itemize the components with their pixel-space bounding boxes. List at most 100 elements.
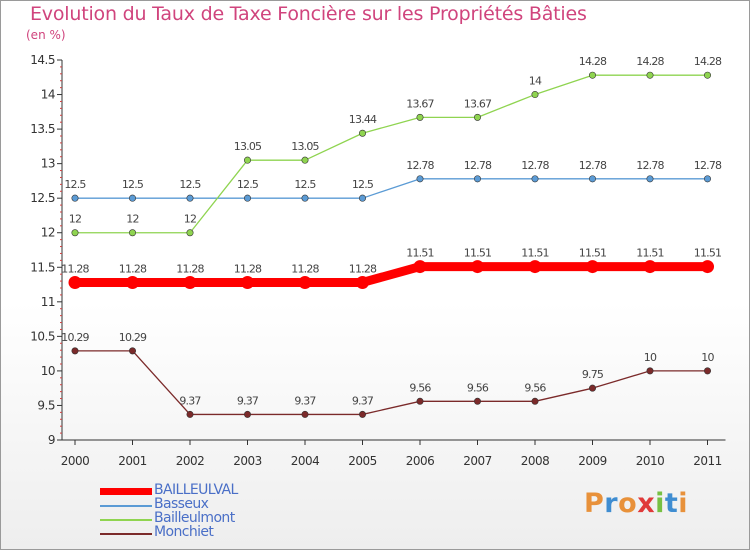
data-point [473,397,481,405]
x-tick-label: 2002 [176,454,205,468]
data-label: 11.28 [349,262,377,275]
data-label: 11.28 [61,262,89,275]
data-label: 12.78 [694,159,722,172]
proxiti-logo: Proxiti [584,488,688,519]
data-label: 13.05 [291,140,319,153]
data-point [531,91,539,99]
x-tick-label: 2011 [693,454,722,468]
legend-swatch [100,488,152,495]
data-point [703,71,711,79]
logo-letter: i [655,488,665,519]
data-label: 9.56 [524,381,546,394]
data-point [646,175,654,183]
data-point [528,260,542,274]
series-line-monchiet [74,350,709,416]
data-point [473,113,481,121]
data-point [301,194,309,202]
data-point [586,260,599,274]
data-point [244,194,252,202]
legend-swatch [100,519,152,521]
y-tick-label: 10 [41,364,55,378]
data-label: 11.51 [579,247,607,260]
data-label: 9.37 [179,394,201,407]
series-basseux: 12.5 12.5 12.5 12.5 12.5 12.5 12.78 12.78 12.78 1… [64,159,723,202]
data-point [531,175,539,183]
y-tick-label: 9.5 [37,398,55,412]
x-tick-label: 2010 [636,454,665,468]
data-point [588,384,596,392]
data-label: 14.28 [694,55,722,68]
logo-letter: r [604,488,619,519]
data-label: 12.78 [579,159,607,172]
series-line-bailleulmont [74,74,709,234]
data-point [244,156,252,164]
x-tick-label: 2000 [61,454,90,468]
data-point [186,229,194,237]
data-label: 9.56 [467,381,489,394]
data-point [646,367,654,375]
data-label: 14.28 [636,55,664,68]
x-tick-label: 2001 [118,454,147,468]
data-point [588,175,596,183]
series-bailleulval: 11.28 11.28 11.28 11.28 11.28 11.28 11.51 11.51… [61,247,722,289]
data-point [473,175,481,183]
data-point [241,275,254,289]
series-line-bailleulval [70,262,712,287]
data-point [301,410,309,418]
x-tick-label: 2005 [348,454,377,468]
chart-unit-label: (en %) [26,28,66,42]
data-label: 12.5 [64,178,86,191]
data-point [358,129,366,137]
data-point [588,71,596,79]
series-line-basseux [74,178,709,199]
data-point [531,397,539,405]
data-label: 11.28 [234,262,262,275]
data-label: 11.51 [521,247,549,260]
data-point [416,397,424,405]
data-point [416,175,424,183]
y-tick-label: 11 [41,295,55,309]
data-point [471,260,484,274]
data-point [126,275,139,289]
data-point [703,367,711,375]
data-point [643,260,657,274]
data-point [186,410,194,418]
data-label: 9.75 [582,368,604,381]
data-label: 13.67 [406,97,434,110]
data-label: 13.05 [234,140,262,153]
y-tick-label: 10.5 [30,329,55,343]
logo-letter: P [584,488,605,519]
data-label: 12 [69,213,81,226]
data-point [183,275,197,289]
data-label: 12.78 [636,159,664,172]
logo-letter: o [618,488,638,519]
data-label: 12 [184,213,196,226]
data-label: 11.51 [694,247,722,260]
data-label: 13.44 [349,113,377,126]
data-label: 10 [701,351,714,364]
data-label: 12.5 [179,178,201,191]
data-label: 10.29 [119,331,147,344]
y-tick-label: 12 [41,226,55,240]
chart-title: Evolution du Taux de Taxe Foncière sur l… [30,3,587,25]
x-tick-label: 2009 [578,454,607,468]
data-label: 12.5 [294,178,316,191]
y-tick-label: 9 [48,433,55,447]
y-tick-label: 13 [41,157,55,171]
data-label: 11.28 [291,262,319,275]
data-point [356,275,369,289]
data-label: 11.28 [119,262,147,275]
data-label: 13.67 [464,97,492,110]
data-point [298,275,312,289]
data-point [129,347,137,355]
data-point [413,260,427,274]
data-point [358,194,366,202]
logo-letter: i [678,488,689,519]
logo-letter: x [637,488,656,519]
data-point [244,410,252,418]
data-label: 12.78 [521,159,549,172]
data-point [416,113,424,121]
legend-swatch [100,533,152,535]
data-point [186,194,194,202]
